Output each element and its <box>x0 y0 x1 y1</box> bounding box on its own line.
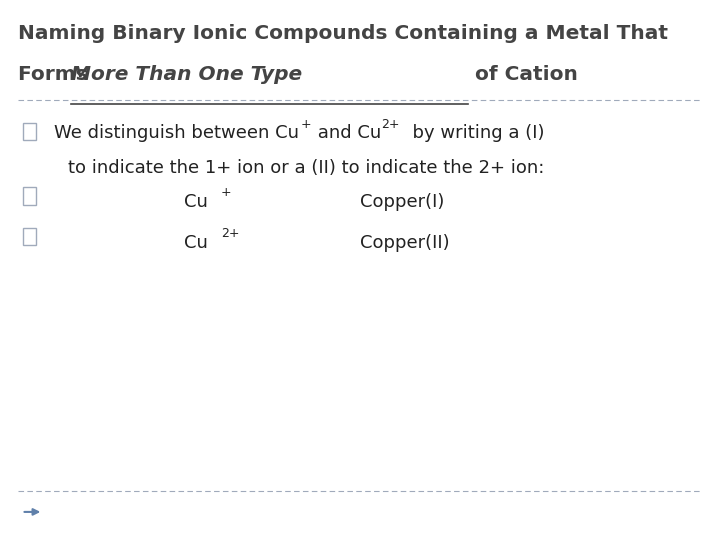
Text: 2+: 2+ <box>382 118 400 131</box>
Text: of Cation: of Cation <box>468 65 578 84</box>
Text: Forms: Forms <box>18 65 95 84</box>
Text: Naming Binary Ionic Compounds Containing a Metal That: Naming Binary Ionic Compounds Containing… <box>18 24 668 43</box>
Text: Copper(II): Copper(II) <box>360 234 449 252</box>
Text: More Than One Type: More Than One Type <box>71 65 302 84</box>
Text: Cu: Cu <box>184 193 207 211</box>
Text: We distinguish between Cu: We distinguish between Cu <box>54 124 299 142</box>
Text: Copper(I): Copper(I) <box>360 193 444 211</box>
Text: to indicate the 1+ ion or a (II) to indicate the 2+ ion:: to indicate the 1+ ion or a (II) to indi… <box>68 159 545 177</box>
Text: by writing a (I): by writing a (I) <box>401 124 544 142</box>
Text: Cu: Cu <box>184 234 207 252</box>
Text: and Cu: and Cu <box>312 124 381 142</box>
Text: +: + <box>221 186 232 199</box>
Text: 2+: 2+ <box>221 227 240 240</box>
Text: +: + <box>300 118 311 131</box>
